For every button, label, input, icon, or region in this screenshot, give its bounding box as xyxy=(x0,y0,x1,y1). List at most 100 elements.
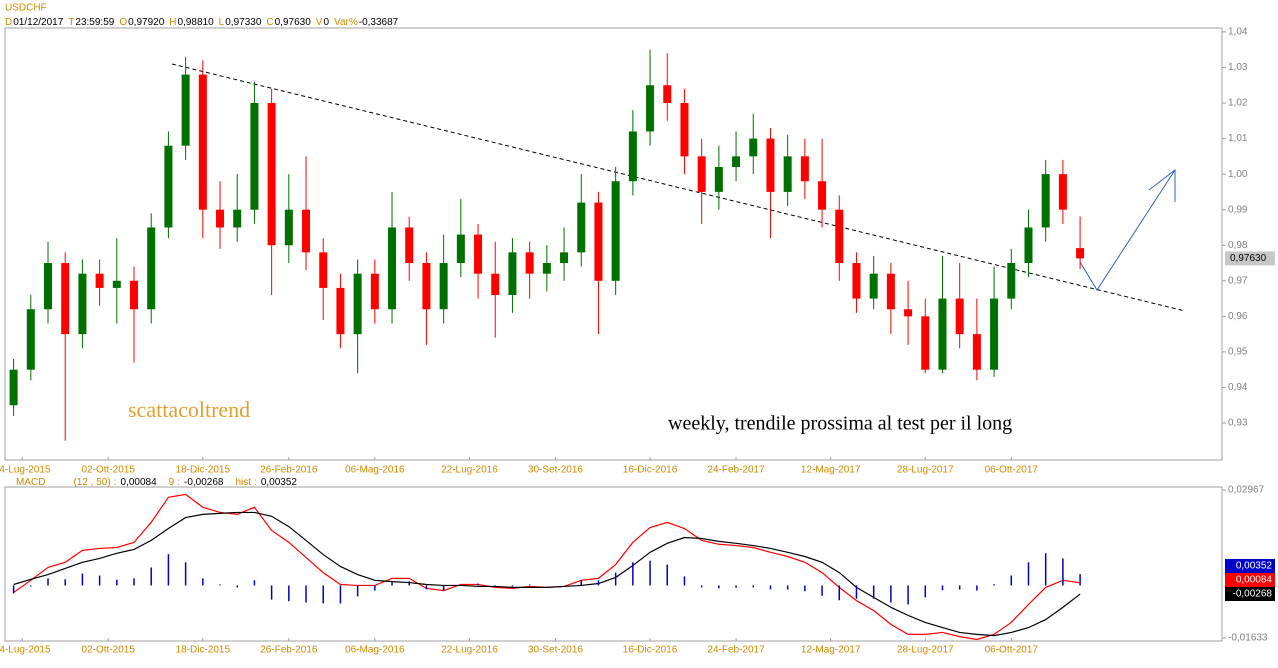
candle-body xyxy=(336,287,345,335)
candle-body xyxy=(319,252,328,288)
macd-line xyxy=(13,493,1081,641)
candle-body xyxy=(904,309,913,317)
candle-body xyxy=(663,85,672,104)
forecast-arrow xyxy=(1079,169,1176,291)
ohlc-info: D01/12/2017 T23:59:59 O0,97920 H0,98810 L0,9… xyxy=(5,17,399,28)
x-tick-label: 24-Feb-2017 xyxy=(707,645,765,656)
info-key: H xyxy=(169,17,176,28)
candle-body xyxy=(422,263,431,310)
y-tick-label: 1,04 xyxy=(1228,27,1248,38)
y-tick-label: 0,94 xyxy=(1228,382,1248,393)
candle-body xyxy=(697,156,706,192)
info-value: 0,97920 xyxy=(128,17,165,28)
y-tick-label: 0,97 xyxy=(1228,275,1248,286)
x-tick-label: 02-Ott-2015 xyxy=(82,465,136,476)
macd-title: MACD xyxy=(16,477,45,488)
x-tick-label: 26-Feb-2016 xyxy=(260,645,318,656)
candle-body xyxy=(714,167,723,192)
legend-sep: : xyxy=(177,477,180,488)
x-tick-label: 16-Dic-2016 xyxy=(623,645,678,656)
y-tick-label: 0,98 xyxy=(1228,240,1248,251)
macd-header: MACD (12 , 50):0,00084 9: -0,00268 hist:0,00… xyxy=(16,477,297,488)
candle-body xyxy=(818,181,827,210)
x-tick-label: 24-Lug-2015 xyxy=(0,645,51,656)
candle-body xyxy=(508,252,517,296)
candle-body xyxy=(61,263,70,335)
candle-body xyxy=(198,74,207,210)
legend-name: hist xyxy=(235,477,251,488)
candle-body xyxy=(1041,174,1050,228)
last-value-box xyxy=(1225,573,1275,587)
legend-value: 0,00084 xyxy=(120,477,157,488)
candle-body xyxy=(405,227,414,264)
x-tick-label: 22-Lug-2016 xyxy=(441,645,498,656)
info-key: L xyxy=(219,17,225,28)
info-key: C xyxy=(266,17,273,28)
candle-body xyxy=(78,273,87,335)
x-tick-label: 28-Lug-2017 xyxy=(897,465,954,476)
candle-body xyxy=(1058,174,1067,210)
info-value: 0 xyxy=(323,17,329,28)
x-tick-label: 12-Mag-2017 xyxy=(801,645,861,656)
legend-name: 9 xyxy=(169,477,175,488)
candle-body xyxy=(474,234,483,274)
last-value-label: -0,00268 xyxy=(1233,589,1273,600)
candle-body xyxy=(95,273,104,288)
x-tick-label: 30-Set-2016 xyxy=(528,645,583,656)
candle-body xyxy=(646,85,655,132)
x-tick-label: 28-Lug-2017 xyxy=(897,645,954,656)
y-tick-label: 1,03 xyxy=(1228,62,1248,73)
candle-body xyxy=(800,156,809,182)
y-tick-label: 1,02 xyxy=(1228,98,1248,109)
info-key: T xyxy=(68,17,74,28)
x-tick-label: 12-Mag-2017 xyxy=(801,465,861,476)
info-key: D xyxy=(5,17,12,28)
y-tick-label: 0,95 xyxy=(1228,347,1248,358)
candle-body xyxy=(835,209,844,264)
candle-body xyxy=(542,263,551,274)
candle-body xyxy=(1024,227,1033,264)
info-value: -0,33687 xyxy=(359,17,399,28)
legend-sep: : xyxy=(114,477,117,488)
y-tick-label: 1,00 xyxy=(1228,169,1248,180)
y-tick-label: -0,01633 xyxy=(1228,633,1268,644)
candle-body xyxy=(216,209,225,228)
x-tick-label: 02-Ott-2015 xyxy=(82,645,136,656)
candle-body xyxy=(869,273,878,299)
candle-body xyxy=(9,369,18,406)
candle-body xyxy=(594,202,603,281)
candle-body xyxy=(972,334,981,370)
info-value: 0,98810 xyxy=(178,17,215,28)
candle-body xyxy=(766,138,775,192)
candle-body xyxy=(611,181,620,281)
candle-body xyxy=(560,252,569,264)
arrow-head xyxy=(1148,168,1176,202)
price-panel xyxy=(4,27,1223,461)
candle-body xyxy=(1007,263,1016,299)
x-tick-label: 24-Feb-2017 xyxy=(707,465,765,476)
y-tick-label: 1,01 xyxy=(1228,133,1248,144)
info-key: Var% xyxy=(334,17,358,28)
watermark: scattacoltrend xyxy=(128,397,250,422)
candle-body xyxy=(852,263,861,299)
x-tick-label: 06-Ott-2017 xyxy=(985,465,1039,476)
last-value-box xyxy=(1225,587,1275,601)
candle-body xyxy=(181,74,190,146)
candle-body xyxy=(577,202,586,253)
x-tick-label: 26-Feb-2016 xyxy=(260,465,318,476)
candle-body xyxy=(921,316,930,370)
candle-body xyxy=(164,145,173,228)
info-value: 0,97630 xyxy=(275,17,312,28)
legend-value: -0,00268 xyxy=(184,477,224,488)
annotation: weekly, trendile prossima al test per il… xyxy=(668,413,1012,435)
y-tick-label: 0,99 xyxy=(1228,204,1248,215)
candle-body xyxy=(130,280,139,310)
candle-body xyxy=(302,209,311,253)
candle-body xyxy=(938,298,947,370)
y-tick-label: 0,02967 xyxy=(1228,485,1265,496)
candle-body xyxy=(680,103,689,157)
info-value: 0,97330 xyxy=(225,17,262,28)
candle-body xyxy=(147,227,156,310)
macd-panel xyxy=(4,486,1223,642)
